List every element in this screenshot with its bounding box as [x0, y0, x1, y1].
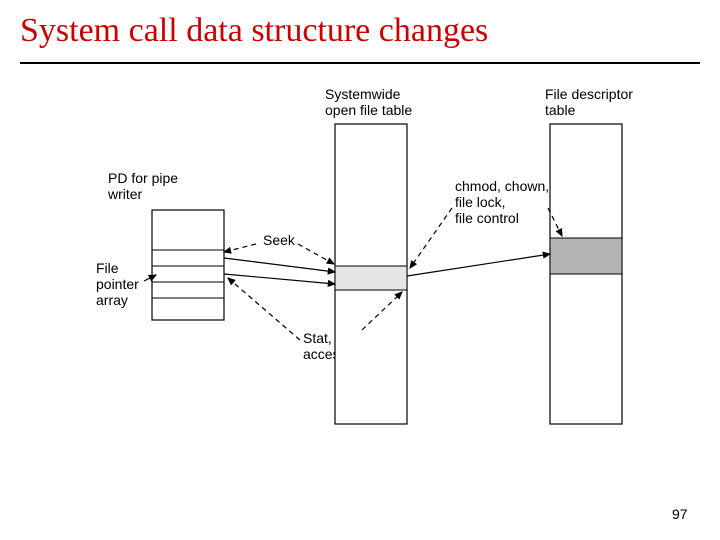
- arrow-6: [228, 278, 300, 340]
- arrow-3: [407, 254, 550, 276]
- arrow-4: [224, 244, 256, 252]
- arrow-5: [298, 244, 334, 264]
- fdt-box: [550, 124, 622, 424]
- oft-box: [335, 124, 407, 424]
- arrow-1: [224, 258, 335, 272]
- diagram-svg: [0, 0, 720, 540]
- arrow-8: [410, 208, 452, 268]
- arrow-2: [224, 274, 335, 284]
- pd-box: [152, 210, 224, 320]
